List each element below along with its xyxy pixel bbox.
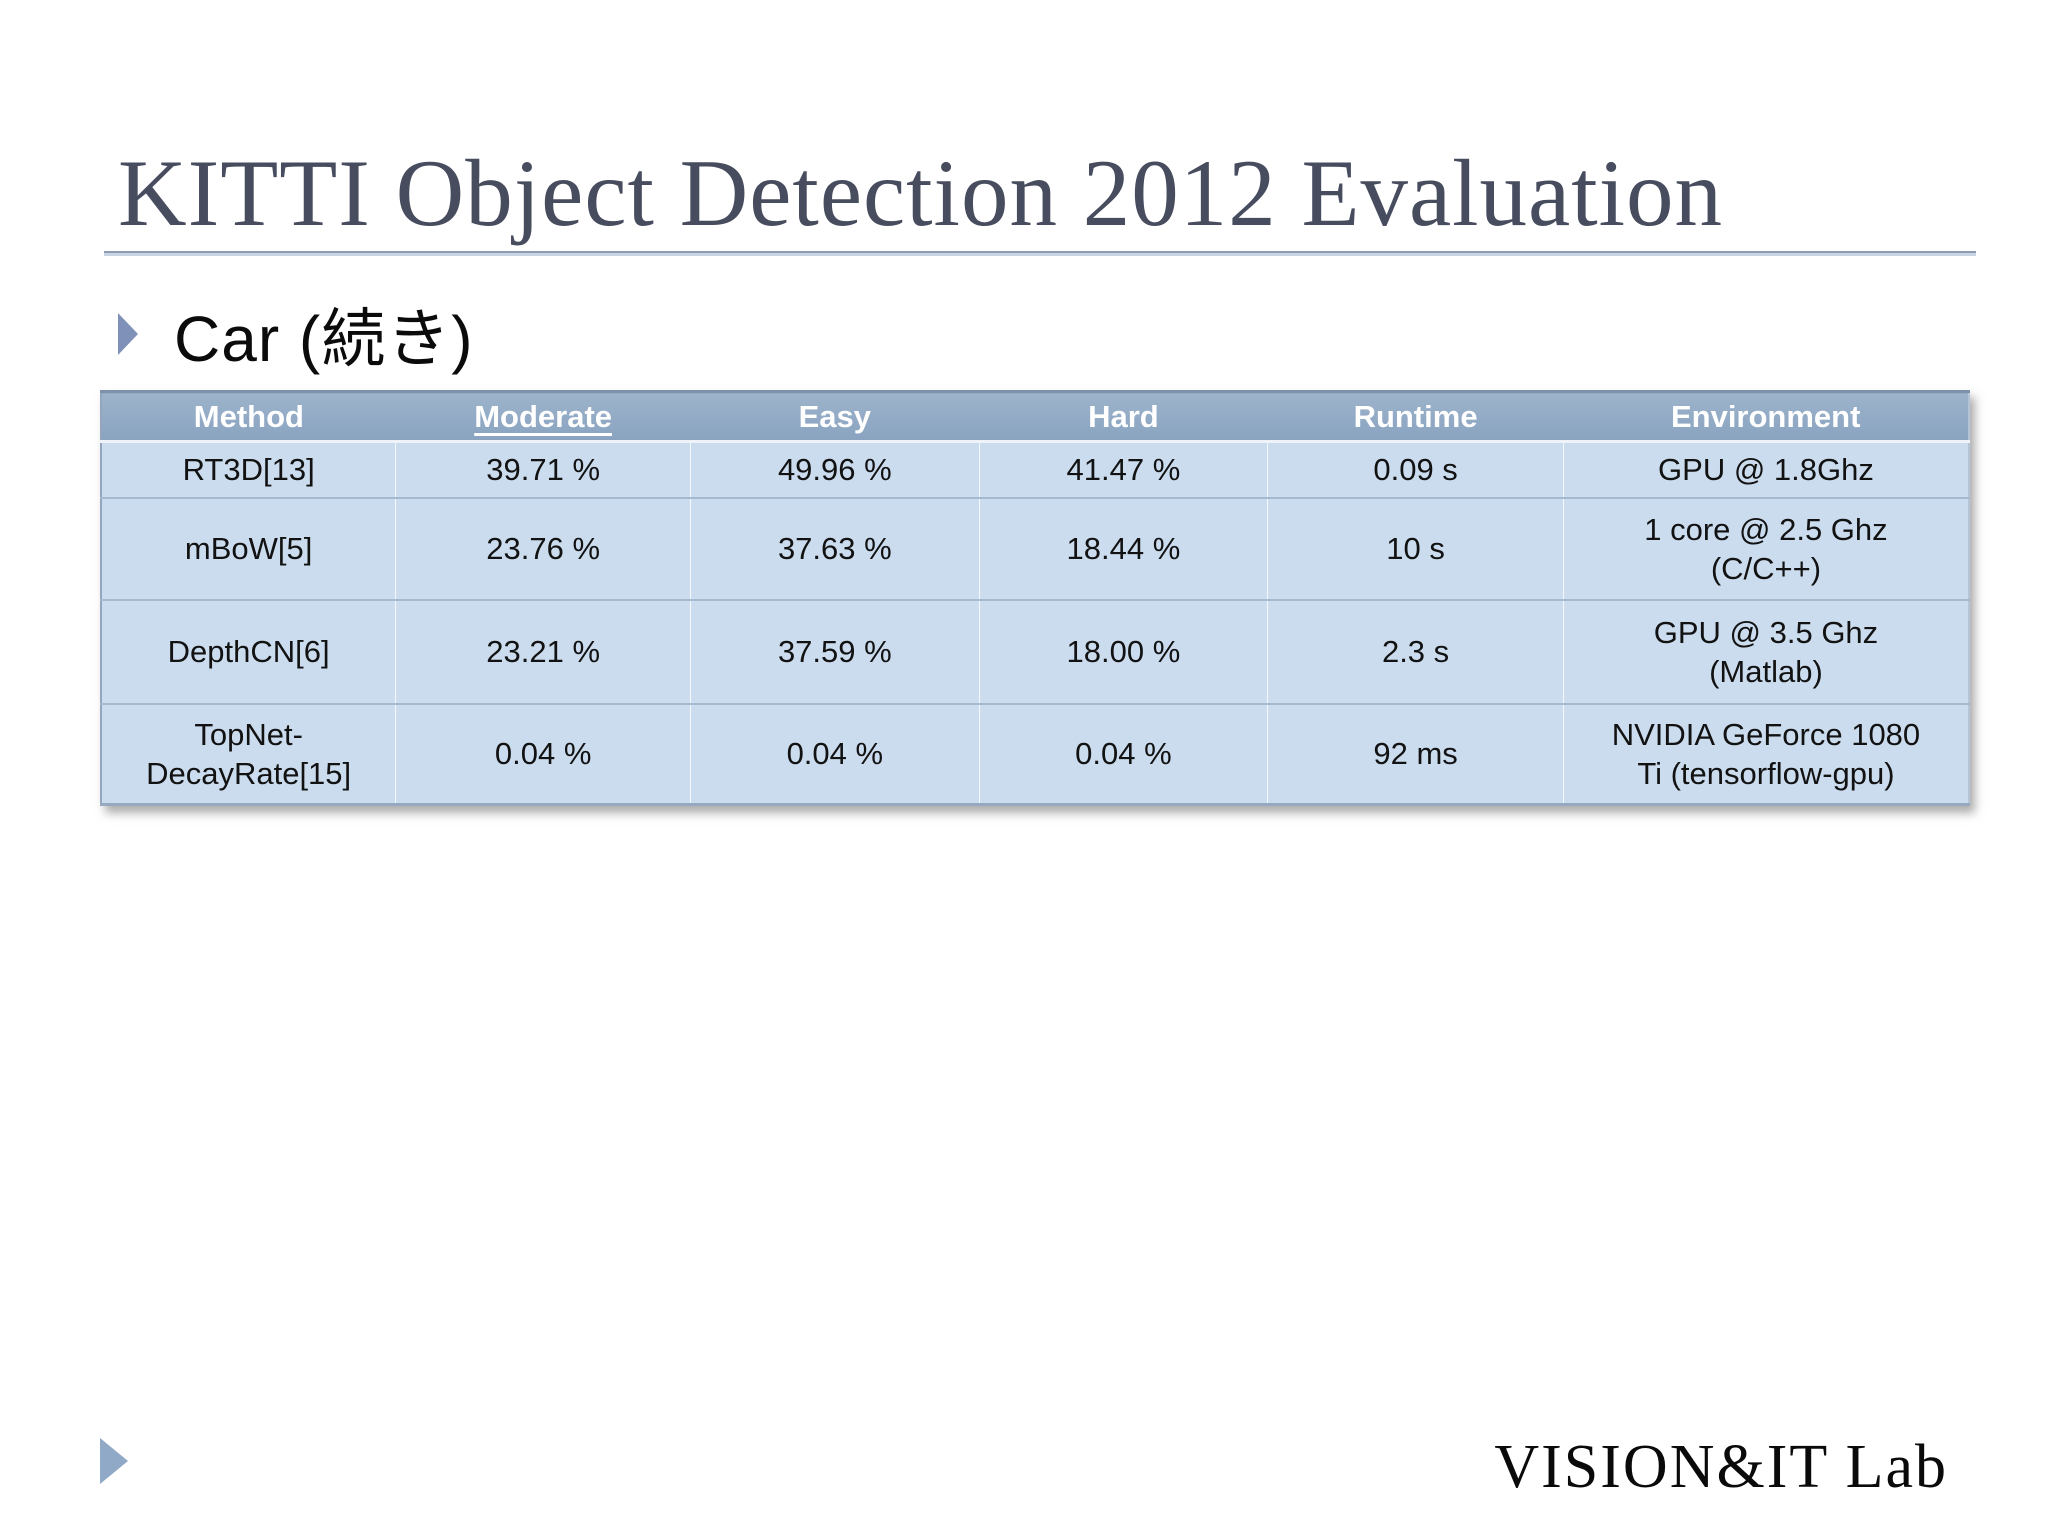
page-title: KITTI Object Detection 2012 Evaluation xyxy=(118,140,1723,246)
cell-method: mBoW[5] xyxy=(101,497,397,600)
cell-moderate: 23.76 % xyxy=(395,497,692,600)
title-divider xyxy=(104,251,1976,256)
cell-moderate: 23.21 % xyxy=(395,599,692,704)
column-header-method: Method xyxy=(101,391,396,443)
cell-method: TopNet- DecayRate[15] xyxy=(101,703,397,805)
cell-environment: GPU @ 1.8Ghz xyxy=(1563,441,1969,498)
column-header-moderate: Moderate xyxy=(395,391,691,443)
table-header-row: Method Moderate Easy Hard Runtime Enviro… xyxy=(101,391,1969,443)
cell-easy: 37.63 % xyxy=(690,497,980,600)
column-header-environment: Environment xyxy=(1563,391,1969,443)
cell-moderate: 0.04 % xyxy=(395,703,692,805)
column-header-easy: Easy xyxy=(690,391,980,443)
cell-environment: 1 core @ 2.5 Ghz (C/C++) xyxy=(1563,497,1969,600)
table-row: DepthCN[6] 23.21 % 37.59 % 18.00 % 2.3 s… xyxy=(101,599,1969,704)
cell-hard: 41.47 % xyxy=(979,441,1269,498)
cell-environment: NVIDIA GeForce 1080 Ti (tensorflow-gpu) xyxy=(1563,703,1969,805)
cell-runtime: 2.3 s xyxy=(1267,599,1564,704)
column-header-runtime: Runtime xyxy=(1267,391,1564,443)
column-header-hard: Hard xyxy=(979,391,1268,443)
cell-runtime: 92 ms xyxy=(1267,703,1564,805)
cell-easy: 37.59 % xyxy=(690,599,980,704)
cell-easy: 49.96 % xyxy=(690,441,980,498)
lab-logo: VISION&IT Lab xyxy=(1494,1433,1948,1501)
slide-subtitle: Car (続き) xyxy=(174,303,474,375)
footer-triangle-icon xyxy=(100,1438,128,1484)
subtitle-row: Car (続き) xyxy=(118,288,474,380)
cell-hard: 0.04 % xyxy=(979,703,1269,805)
cell-easy: 0.04 % xyxy=(690,703,980,805)
cell-runtime: 10 s xyxy=(1267,497,1564,600)
cell-hard: 18.44 % xyxy=(979,497,1269,600)
cell-environment: GPU @ 3.5 Ghz (Matlab) xyxy=(1563,599,1969,704)
table-row: mBoW[5] 23.76 % 37.63 % 18.44 % 10 s 1 c… xyxy=(101,497,1969,600)
bullet-triangle-icon xyxy=(118,313,138,355)
cell-runtime: 0.09 s xyxy=(1267,441,1564,498)
results-table: Method Moderate Easy Hard Runtime Enviro… xyxy=(100,390,1970,806)
table-row: TopNet- DecayRate[15] 0.04 % 0.04 % 0.04… xyxy=(101,703,1969,805)
table-row: RT3D[13] 39.71 % 49.96 % 41.47 % 0.09 s … xyxy=(101,441,1969,498)
cell-hard: 18.00 % xyxy=(979,599,1269,704)
cell-method: DepthCN[6] xyxy=(101,599,397,704)
cell-moderate: 39.71 % xyxy=(395,441,692,498)
cell-method: RT3D[13] xyxy=(101,441,397,498)
